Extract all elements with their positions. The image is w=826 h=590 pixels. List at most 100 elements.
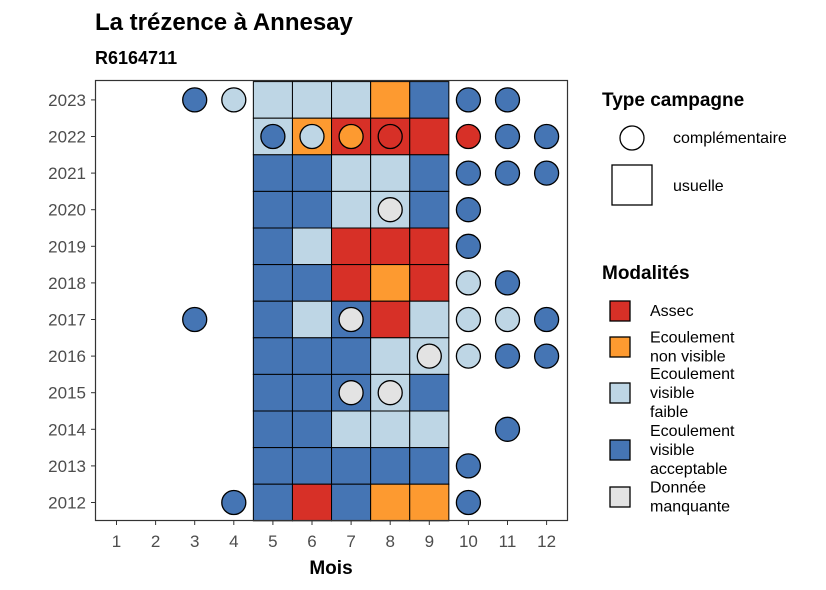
tile-2015-5 — [252, 373, 293, 412]
point-2021-11 — [494, 160, 521, 186]
tile-2021-6 — [291, 154, 333, 192]
tile-2021-7 — [331, 154, 372, 192]
tile-2016-8 — [370, 337, 411, 375]
point-2022-10 — [455, 123, 482, 150]
legend-label-3-2: acceptable — [650, 461, 727, 478]
point-2016-11 — [494, 343, 521, 369]
y-tick-label-2020: 2020 — [48, 201, 86, 220]
point-2016-10 — [455, 343, 482, 369]
y-tick-label-2019: 2019 — [48, 237, 86, 256]
tile-2019-9 — [409, 227, 450, 266]
point-2021-10 — [455, 160, 482, 186]
x-axis-label: Mois — [309, 558, 352, 579]
point-2021-12 — [533, 160, 560, 186]
legend-type-campagne: Type campagne complémentaire usuelle — [602, 90, 787, 206]
x-tick-label-11: 11 — [499, 532, 517, 551]
y-tick-label-2022: 2022 — [48, 128, 86, 147]
plot-border — [94, 79, 569, 522]
point-2020-10 — [455, 197, 482, 223]
tile-2016-6 — [291, 337, 333, 375]
tile-2013-9 — [409, 447, 450, 485]
x-tick-label-6: 6 — [307, 532, 316, 551]
tile-2015-6 — [291, 373, 333, 412]
legend-key-2 — [609, 382, 631, 404]
tile-2012-5 — [252, 483, 293, 522]
y-tick-label-2012: 2012 — [48, 494, 86, 513]
point-2017-12 — [533, 306, 560, 333]
tiles-layer — [252, 81, 450, 522]
y-tick-label-2021: 2021 — [48, 164, 86, 183]
chart-title: La trézence à Annesay — [95, 9, 354, 36]
legend-label-1-1: non visible — [650, 349, 726, 366]
legend-label-2-2: faible — [650, 404, 688, 421]
point-2020-8 — [377, 197, 403, 223]
tile-2013-6 — [291, 447, 333, 485]
x-tick-label-12: 12 — [537, 532, 556, 551]
point-2017-3 — [182, 306, 208, 333]
legend-label-3-0: Ecoulement — [650, 423, 735, 440]
x-tick-label-1: 1 — [112, 532, 121, 551]
legend-label-0-0: Assec — [650, 303, 694, 320]
tile-2017-8 — [370, 300, 411, 339]
point-2017-11 — [494, 306, 521, 333]
x-tick-label-9: 9 — [425, 532, 434, 551]
legend-complementaire-label: complémentaire — [673, 130, 787, 147]
point-2023-4 — [221, 87, 247, 113]
point-2015-8 — [377, 380, 403, 406]
tile-2021-9 — [409, 154, 450, 192]
point-2016-12 — [533, 343, 560, 369]
tile-2014-7 — [331, 410, 372, 449]
tile-2023-5 — [252, 81, 293, 119]
tile-2019-8 — [370, 227, 411, 266]
point-2017-7 — [338, 306, 364, 333]
point-2023-3 — [182, 87, 208, 113]
legend-label-4-0: Donnée — [650, 480, 706, 497]
point-2017-10 — [455, 306, 482, 333]
tile-2017-6 — [291, 300, 333, 339]
legend-key-3 — [609, 439, 631, 461]
tile-2018-6 — [291, 264, 333, 302]
x-tick-label-10: 10 — [459, 532, 478, 551]
tile-2022-9 — [409, 117, 450, 156]
legend-key-4 — [609, 486, 631, 508]
tile-2021-5 — [252, 154, 293, 192]
tile-2012-9 — [409, 483, 450, 522]
legend-label-2-0: Ecoulement — [650, 366, 735, 383]
legend-key-0 — [609, 300, 631, 322]
point-2016-9 — [416, 343, 442, 369]
x-tick-label-8: 8 — [385, 532, 394, 551]
legend-type-title: Type campagne — [602, 90, 744, 111]
tile-2019-7 — [331, 227, 372, 266]
tile-2018-5 — [252, 264, 293, 302]
point-2012-4 — [221, 489, 247, 516]
tile-2023-6 — [291, 81, 333, 119]
tile-2016-7 — [331, 337, 372, 375]
tile-2020-5 — [252, 190, 293, 229]
tile-2014-6 — [291, 410, 333, 449]
point-2018-11 — [494, 270, 521, 296]
point-2023-10 — [455, 87, 482, 113]
point-2023-11 — [494, 87, 521, 113]
point-2022-6 — [299, 123, 325, 150]
tile-2021-8 — [370, 154, 411, 192]
point-2022-8 — [377, 123, 403, 150]
legend-circle-key — [619, 125, 645, 151]
y-tick-label-2023: 2023 — [48, 91, 86, 110]
tile-2014-8 — [370, 410, 411, 449]
x-tick-label-7: 7 — [346, 532, 355, 551]
tile-2013-8 — [370, 447, 411, 485]
point-2012-10 — [455, 489, 482, 516]
point-2022-11 — [494, 123, 521, 150]
tile-2013-5 — [252, 447, 293, 485]
tile-2012-8 — [370, 483, 411, 522]
x-tick-label-4: 4 — [229, 532, 238, 551]
tile-2020-6 — [291, 190, 333, 229]
tile-2023-7 — [331, 81, 372, 119]
tile-2014-5 — [252, 410, 293, 449]
tile-2019-5 — [252, 227, 293, 266]
y-tick-label-2015: 2015 — [48, 384, 86, 403]
tile-2014-9 — [409, 410, 450, 449]
point-2022-5 — [260, 123, 286, 150]
points-layer — [182, 87, 560, 516]
tile-2017-5 — [252, 300, 293, 339]
